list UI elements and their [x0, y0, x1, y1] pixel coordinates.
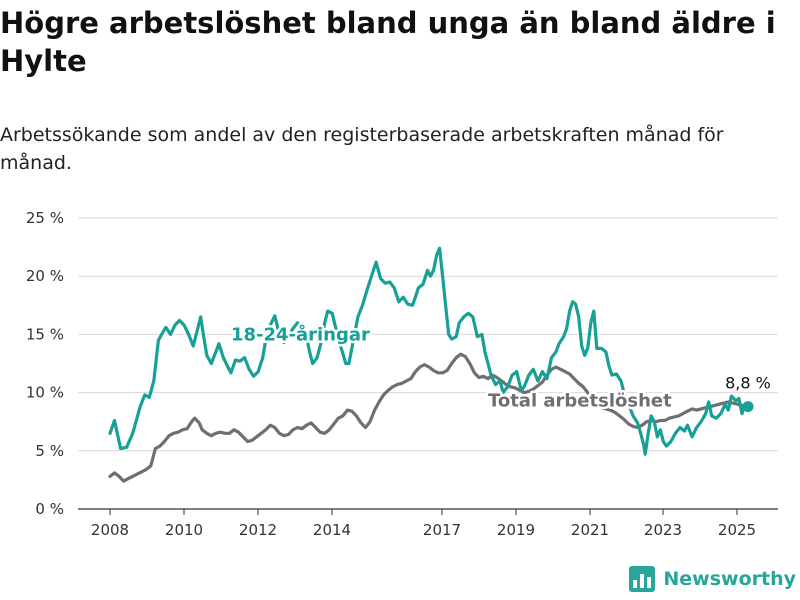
y-tick-label: 0 % [35, 500, 64, 518]
y-tick-labels: 0 % 5 % 10 % 15 % 20 % 25 % [26, 209, 64, 518]
x-tick-label: 2012 [239, 521, 277, 539]
y-tick-label: 25 % [26, 209, 64, 227]
series-label-1: Total arbetslöshet [488, 391, 672, 412]
chart-title: Högre arbetslöshet bland unga än bland ä… [0, 6, 776, 78]
x-tick-label: 2019 [497, 521, 535, 539]
y-tick-label: 15 % [26, 325, 64, 343]
newsworthy-brand: Newsworthy [629, 566, 796, 592]
x-tick-label: 2014 [313, 521, 351, 539]
x-axis: 2008 2010 2012 2014 2017 2019 2021 2023 2025 [91, 509, 756, 539]
x-tick-label: 2008 [91, 521, 129, 539]
end-point-marker [742, 401, 754, 413]
y-tick-label: 10 % [26, 384, 64, 402]
x-tick-label: 2025 [718, 521, 756, 539]
y-tick-label: 5 % [35, 442, 64, 460]
x-tick-label: 2023 [644, 521, 682, 539]
y-tick-label: 20 % [26, 267, 64, 285]
y-gridlines [78, 217, 778, 510]
series-line-0 [108, 246, 750, 456]
series-lines [108, 246, 750, 483]
series-label-halo: Total arbetslöshet [488, 391, 672, 412]
series-label-0: 18-24-åringar [231, 323, 370, 345]
series-label-halo: 18-24-åringar [231, 323, 370, 345]
x-tick-label: 2010 [165, 521, 203, 539]
end-value-label: 8,8 % [725, 374, 771, 393]
newsworthy-logo-icon [629, 566, 656, 592]
x-tick-label: 2017 [423, 521, 461, 539]
brand-name: Newsworthy [663, 568, 796, 590]
chart-subtitle: Arbetssökande som andel av den registerb… [0, 124, 724, 174]
x-tick-label: 2021 [571, 521, 609, 539]
